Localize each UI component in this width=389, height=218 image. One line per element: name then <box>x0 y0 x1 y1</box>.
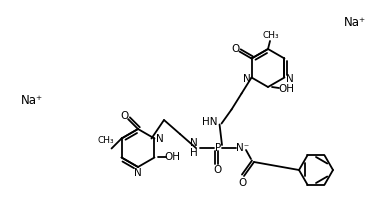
Text: HN: HN <box>202 116 217 126</box>
Text: Na⁺: Na⁺ <box>21 94 43 107</box>
Text: N: N <box>134 168 142 178</box>
Text: O: O <box>120 111 128 121</box>
Text: N: N <box>190 138 198 148</box>
Text: CH₃: CH₃ <box>97 136 114 145</box>
Text: O: O <box>231 44 240 53</box>
Text: N⁻: N⁻ <box>237 143 250 153</box>
Text: CH₃: CH₃ <box>263 31 279 39</box>
Text: Na⁺: Na⁺ <box>344 15 366 29</box>
Text: N: N <box>243 73 251 83</box>
Text: N: N <box>286 73 293 83</box>
Text: OH: OH <box>165 153 180 162</box>
Text: N: N <box>156 133 163 143</box>
Text: O: O <box>214 165 222 175</box>
Text: H: H <box>190 148 198 158</box>
Text: P: P <box>215 143 221 153</box>
Text: OH: OH <box>278 84 294 94</box>
Text: O: O <box>239 178 247 188</box>
